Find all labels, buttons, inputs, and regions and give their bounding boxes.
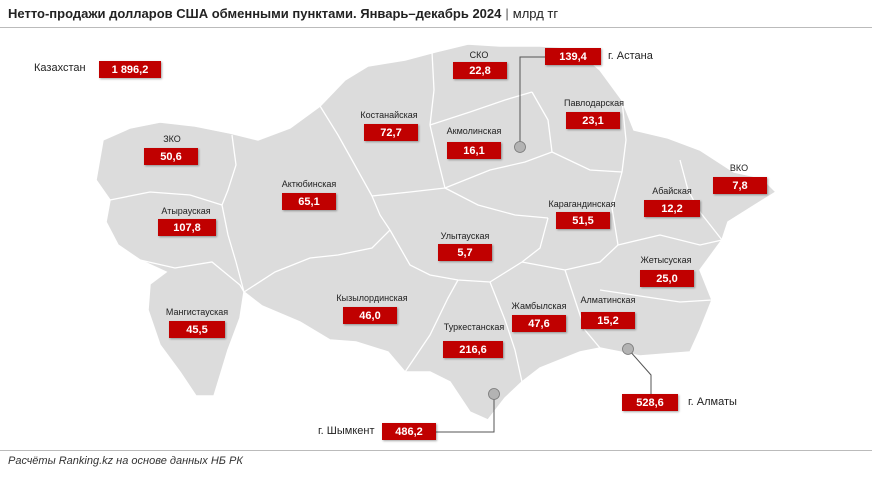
astana-leader [519,56,545,145]
unit-label: млрд тг [512,6,559,21]
border-aktobe-kyzylorda [243,229,391,293]
region-value-karaganda: 51,5 [556,212,610,229]
border-kostanay-akmola [429,124,446,189]
shymkent-marker [488,388,500,400]
top-divider [0,27,872,28]
region-value-vko: 7,8 [713,177,767,194]
border-abay-karaganda [611,171,623,246]
region-label-mangistau: Мангистауская [165,307,229,317]
border-zhambyl-almaty [564,269,601,349]
border-aktobe-kostanay [319,105,373,197]
border-aktobe-ulytau [371,195,391,231]
region-value-kyzylorda: 46,0 [343,307,397,324]
region-label-ulytau: Улытауская [440,231,490,241]
region-label-zhetysu: Жетысуская [640,255,692,265]
border-akmola-karaganda [444,151,553,189]
border-turkestan-zhambyl [489,281,523,383]
region-value-atyrau: 107,8 [158,219,216,236]
bottom-divider [0,450,872,451]
region-label-kyzylorda: Кызылординская [336,293,408,303]
border-pavlodar-karaganda [551,151,623,173]
region-value-almaty: 15,2 [581,312,635,329]
border-atyrau-mangistau [139,259,245,293]
almaty-marker [622,343,634,355]
border-abay-zhetysu [617,234,723,246]
city-value-shymkent: 486,2 [382,423,436,440]
region-label-pavlodar: Павлодарская [564,98,624,108]
shymkent-leader [434,394,495,433]
region-label-sko: СКО [469,50,489,60]
astana-marker [514,141,526,153]
total-label: Казахстан [34,62,86,74]
region-value-zhetysu: 25,0 [640,270,694,287]
title-separator: | [505,6,509,21]
city-label-almaty: г. Алматы [688,396,737,408]
region-value-akmola: 16,1 [447,142,501,159]
region-value-pavlodar: 23,1 [566,112,620,129]
border-ulytau-kyzylorda [389,229,523,283]
border-karaganda-zhambyl [521,244,619,271]
border-sko-akmola [429,91,533,126]
region-label-zhambyl: Жамбылская [511,301,567,311]
border-akmola-pavlodar [531,91,553,153]
region-value-abay: 12,2 [644,200,700,217]
border-kyzylorda-turkestan [404,279,459,373]
region-label-kostanay: Костанайская [360,110,418,120]
source-note: Расчёты Ranking.kz на основе данных НБ Р… [8,455,243,467]
city-label-astana: г. Астана [608,50,653,62]
region-value-aktobe: 65,1 [282,193,336,210]
border-kostanay-ulytau [371,187,446,197]
region-label-turkestan: Туркестанская [443,322,505,332]
border-ulytau-karaganda-south [521,217,549,263]
border-karaganda-ulytau [444,187,549,219]
border-zko-aktobe [221,134,237,206]
border-zko-atyrau [109,191,223,206]
region-label-vko: ВКО [729,163,749,173]
region-label-zko: ЗКО [163,134,181,144]
region-value-zhambyl: 47,6 [512,315,566,332]
region-label-aktobe: Актюбинская [281,179,337,189]
region-label-abay: Абайская [652,186,692,196]
region-label-almaty: Алматинская [580,295,636,305]
chart-title-text: Нетто-продажи долларов США обменными пун… [8,6,502,21]
region-value-sko: 22,8 [453,62,507,79]
city-value-almaty: 528,6 [622,394,678,411]
border-almaty-zhetysu [599,289,713,303]
border-atyrau-aktobe [221,204,245,293]
region-value-ulytau: 5,7 [438,244,492,261]
chart-title: Нетто-продажи долларов США обменными пун… [8,6,558,21]
border-pavlodar-abay [621,99,627,173]
city-value-astana: 139,4 [545,48,601,65]
region-label-karaganda: Карагандинская [548,199,616,209]
region-value-turkestan: 216,6 [443,341,503,358]
region-value-zko: 50,6 [144,148,198,165]
total-value: 1 896,2 [99,61,161,78]
region-label-atyrau: Атырауская [161,206,211,216]
region-value-mangistau: 45,5 [169,321,225,338]
region-label-akmola: Акмолинская [446,126,502,136]
city-label-shymkent: г. Шымкент [318,425,375,437]
border-kostanay-sko [429,51,435,126]
region-value-kostanay: 72,7 [364,124,418,141]
